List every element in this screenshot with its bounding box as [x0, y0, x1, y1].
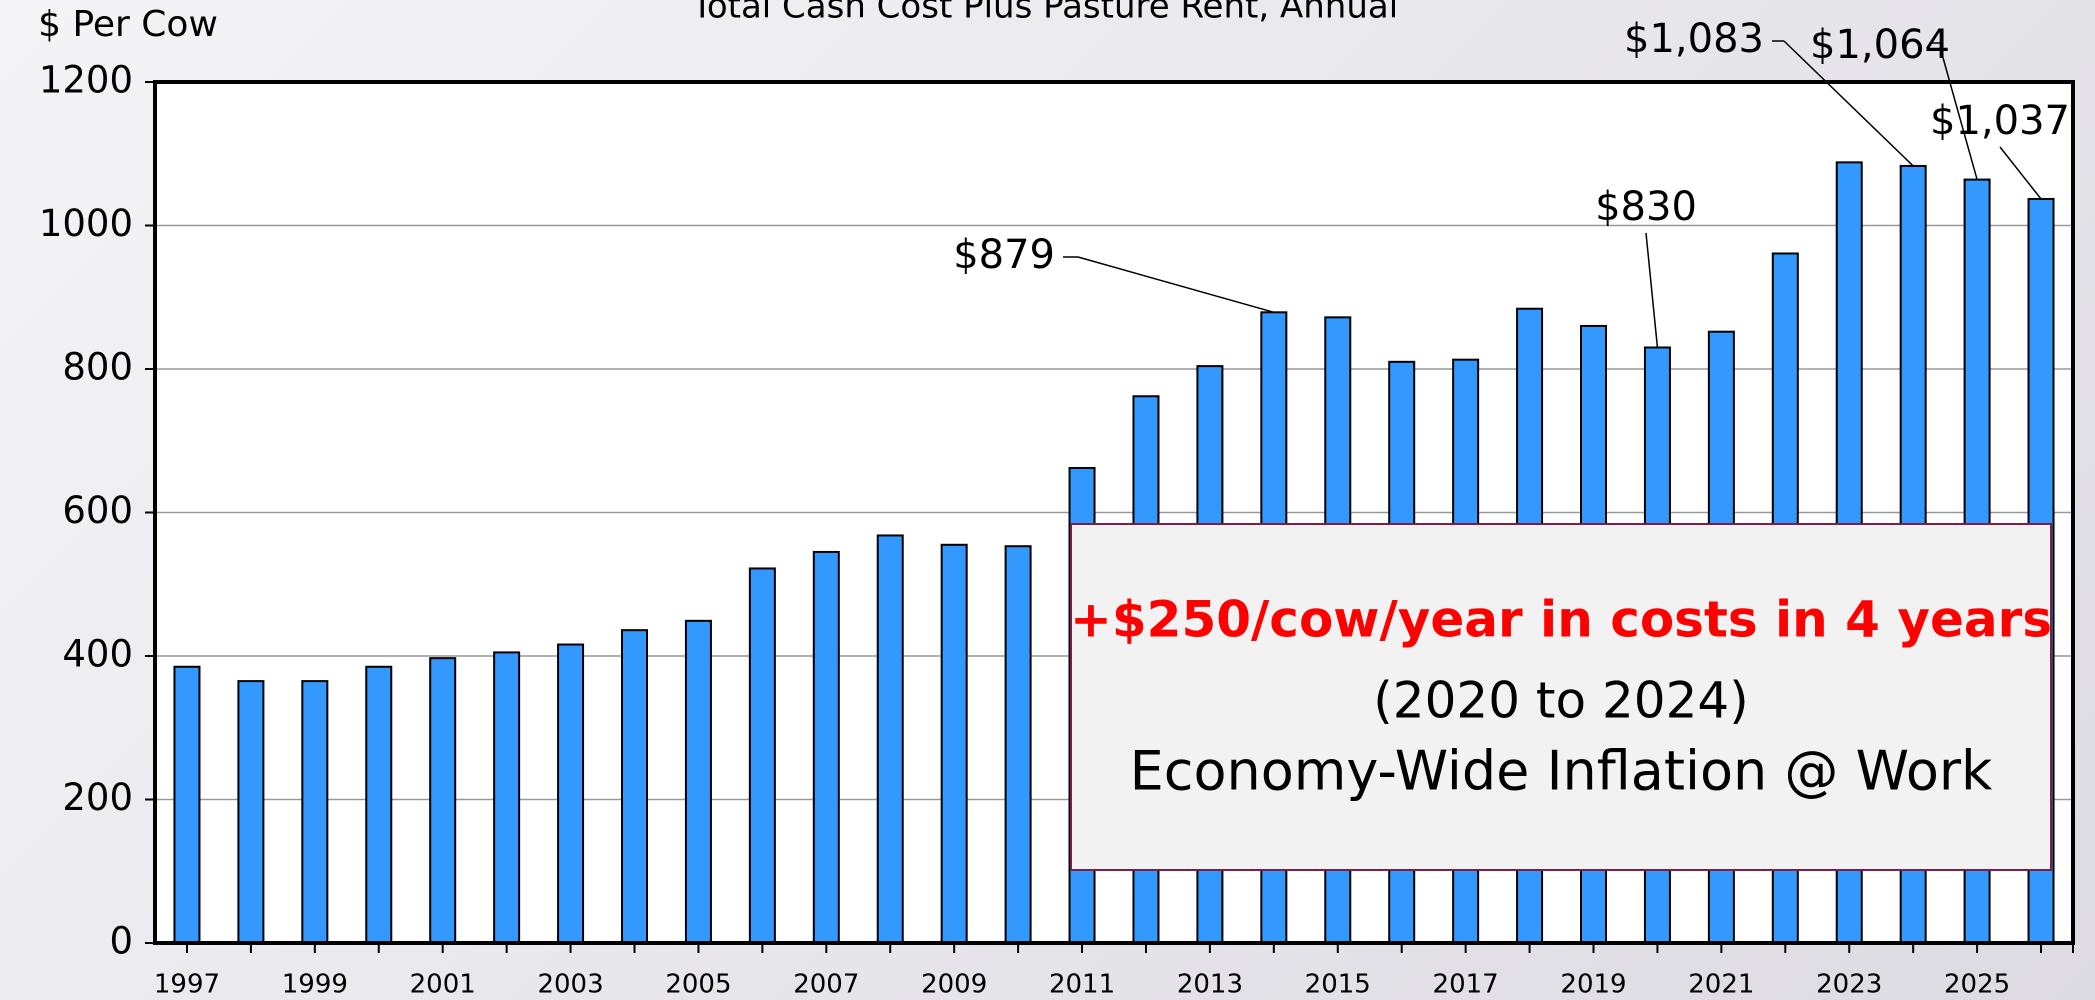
bar — [557, 643, 585, 945]
x-tick-label: 2007 — [793, 970, 859, 1000]
y-tick-label: 1200 — [39, 59, 133, 102]
plot-border — [153, 80, 2075, 945]
bar — [301, 680, 329, 944]
annotation-period: (2020 to 2024) — [1373, 672, 1749, 730]
y-tick-label: 600 — [62, 489, 133, 532]
x-tick-label: 2009 — [921, 970, 987, 1000]
y-tick-label: 400 — [62, 633, 133, 676]
bar — [940, 543, 968, 944]
bar — [365, 665, 393, 944]
bar — [684, 619, 712, 945]
bar — [621, 629, 648, 944]
bar — [429, 657, 457, 945]
leader-line — [1783, 40, 1914, 167]
y-tick-label: 800 — [62, 346, 133, 389]
bar — [812, 550, 840, 945]
x-tick-label: 2003 — [537, 970, 603, 1000]
x-tick-label: 2011 — [1049, 970, 1115, 1000]
annotation-note: Economy-Wide Inflation @ Work — [1130, 740, 1993, 803]
leader-line — [1077, 256, 1275, 314]
bar — [237, 680, 265, 944]
annotation-box — [1070, 523, 2052, 871]
leader-line — [1939, 46, 1978, 180]
y-tick-label: 200 — [62, 776, 133, 819]
leader-line — [1999, 146, 2042, 200]
x-tick-label: 2021 — [1688, 970, 1754, 1000]
x-tick-label: 2025 — [1944, 970, 2010, 1000]
leader-line — [1645, 232, 1659, 348]
x-tick-label: 2013 — [1177, 970, 1243, 1000]
chart-title: Total Cash Cost Plus Pasture Rent, Annua… — [691, 0, 1398, 27]
y-axis-title: $ Per Cow — [38, 4, 218, 45]
x-tick-label: 2015 — [1305, 970, 1371, 1000]
x-tick-label: 1997 — [154, 970, 220, 1000]
value-label: $1,037 — [1930, 98, 2070, 144]
y-tick-label: 0 — [109, 920, 133, 963]
y-tick-label: 1000 — [39, 202, 133, 245]
value-label: $879 — [953, 232, 1055, 278]
bar — [173, 665, 201, 944]
x-tick-label: 2023 — [1816, 970, 1882, 1000]
x-tick-label: 2005 — [665, 970, 731, 1000]
x-tick-label: 2019 — [1560, 970, 1626, 1000]
bar — [748, 567, 776, 945]
bar — [493, 651, 521, 944]
bar — [876, 534, 904, 945]
x-tick-label: 2017 — [1433, 970, 1499, 1000]
value-label: $1,083 — [1624, 16, 1764, 62]
annotation-headline: +$250/cow/year in costs in 4 years — [1070, 591, 2052, 649]
value-label: $830 — [1595, 184, 1697, 230]
value-label: $1,064 — [1810, 22, 1950, 68]
bar — [1004, 545, 1032, 944]
x-tick-label: 2001 — [410, 970, 476, 1000]
x-tick-label: 1999 — [282, 970, 348, 1000]
